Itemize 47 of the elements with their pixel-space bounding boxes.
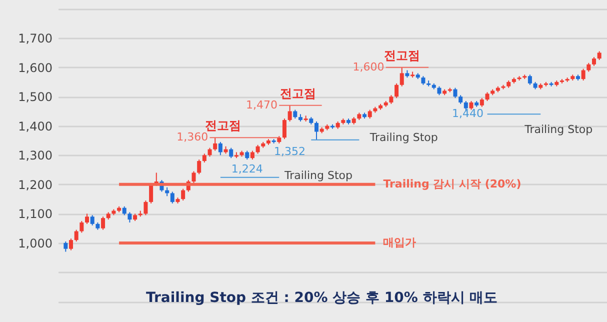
candlestick	[69, 238, 74, 251]
ref-line-label: 1,440	[452, 107, 484, 120]
candlestick	[528, 74, 532, 86]
y-tick-label: 1,600	[18, 60, 52, 75]
ref-line-label: 매입가	[383, 236, 416, 249]
candlestick	[581, 68, 586, 81]
candlestick	[74, 229, 78, 242]
candlestick	[314, 120, 318, 140]
y-tick-label: 1,500	[18, 90, 52, 104]
candlestick	[213, 137, 218, 152]
candlestick	[64, 241, 68, 252]
ref-line-label: 1,470	[246, 98, 278, 112]
candlestick	[85, 213, 90, 224]
annotation: 전고점	[205, 118, 242, 133]
candlestick	[144, 200, 148, 216]
ref-line-label: 1,352	[274, 144, 306, 158]
ref-line-label: 1,224	[231, 162, 263, 176]
candlestick	[90, 214, 94, 226]
annotation: 전고점	[280, 86, 316, 100]
candlestick	[170, 191, 174, 204]
candlestick	[400, 66, 404, 87]
candlestick	[394, 82, 399, 99]
candlestick	[101, 216, 106, 230]
annotation: Trailing Stop	[368, 131, 438, 144]
y-tick-label: 1,700	[18, 32, 52, 46]
y-tick-label: 1,400	[18, 119, 52, 134]
y-tick-label: 1,000	[18, 236, 52, 250]
ref-line-label: Trailing 감시 시작 (20%)	[383, 177, 522, 190]
y-tick-label: 1,200	[18, 178, 52, 192]
candlestick	[192, 170, 196, 184]
candlestick	[80, 220, 84, 234]
candlestick	[181, 188, 186, 202]
candlestick	[197, 159, 202, 175]
ref-line-label: 1,600	[352, 60, 384, 74]
annotation: Trailing Stop 조건 : 20% 상승 후 10% 하락시 매도	[146, 290, 498, 306]
candlestick	[128, 212, 132, 223]
annotation: Trailing Stop	[283, 169, 352, 182]
candlestick	[218, 141, 222, 156]
annotation: Trailing Stop	[524, 123, 593, 136]
y-tick-label: 1,300	[18, 148, 52, 163]
candlestick	[288, 104, 292, 122]
candlestick	[229, 147, 234, 159]
ref-line-label: 1,360	[176, 130, 208, 144]
candlestick	[282, 118, 286, 140]
candlestick	[453, 87, 458, 99]
annotation: 전고점	[384, 48, 420, 62]
y-tick-label: 1,100	[18, 207, 52, 222]
